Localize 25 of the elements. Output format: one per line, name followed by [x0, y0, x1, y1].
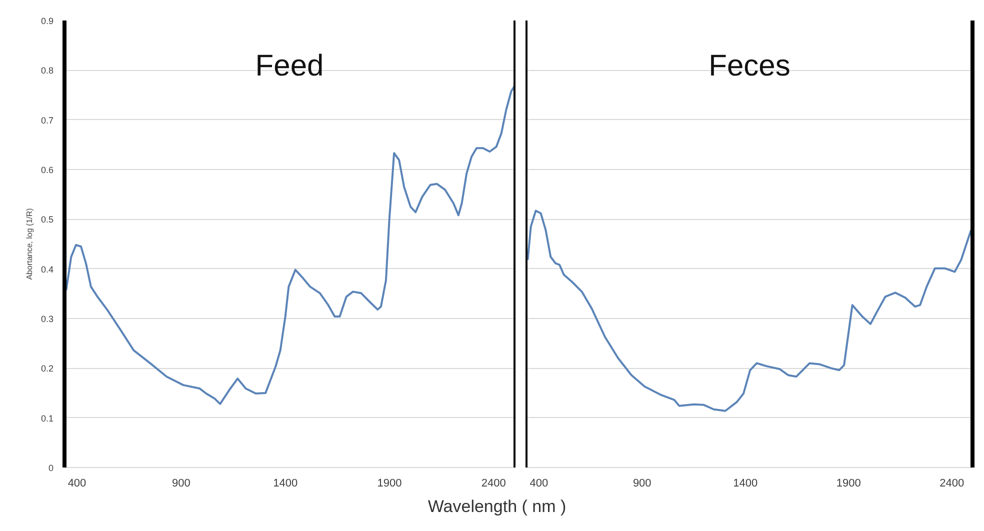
y-tick-label: 0.1: [40, 413, 54, 424]
y-tick-label: 0.7: [40, 115, 54, 126]
text: Feed: [255, 50, 324, 82]
y-tick-label: 0.3: [40, 314, 54, 324]
y-tick-label: 0: [48, 463, 54, 473]
x-tick-label: 400: [68, 478, 86, 490]
y-tick-label: 0.5: [40, 214, 54, 225]
y-tick-label: 0.9: [40, 16, 54, 26]
line-series: [65, 85, 514, 405]
x-tick-label: 1400: [733, 478, 758, 490]
x-tick-label: 1400: [273, 478, 298, 490]
y-axis-title: Abortance, log (1/R): [24, 208, 34, 280]
x-tick-label: 400: [530, 478, 548, 490]
text: Feces: [708, 50, 790, 82]
y-tick-label: 0.8: [40, 66, 54, 76]
x-tick-label: 1900: [836, 478, 861, 490]
x-tick-label: 2400: [940, 478, 964, 490]
x-tick-label: 900: [632, 478, 652, 490]
y-tick-label: 0.2: [40, 364, 54, 374]
x-tick-label: 1900: [377, 478, 402, 490]
x-tick-label: 2400: [481, 478, 506, 490]
y-tick-label: 0.6: [40, 165, 54, 175]
x-axis-title: Wavelength ( nm ): [428, 496, 566, 518]
y-tick-label: 0.4: [40, 264, 54, 274]
x-tick-label: 900: [172, 478, 190, 490]
